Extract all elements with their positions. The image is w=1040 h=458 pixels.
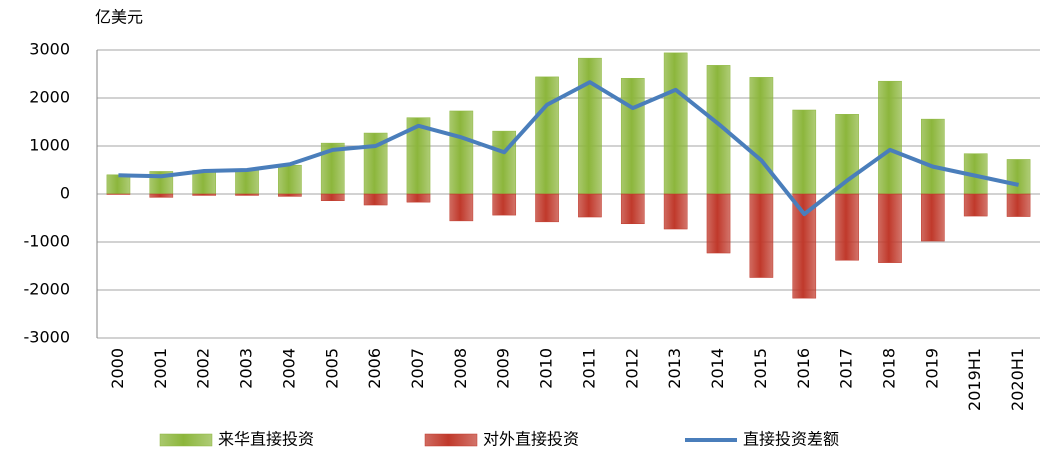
- bar: [1007, 159, 1030, 194]
- x-tick-label: 2007: [408, 348, 427, 389]
- y-tick-label: -2000: [24, 280, 71, 299]
- bar: [836, 194, 859, 260]
- bar: [621, 194, 644, 224]
- x-tick-label: 2013: [665, 348, 684, 389]
- legend-label: 对外直接投资: [483, 430, 579, 449]
- x-tick-label: 2016: [794, 348, 813, 389]
- y-tick-label: 2000: [29, 88, 70, 107]
- bar: [878, 81, 901, 194]
- bar: [707, 194, 730, 253]
- x-tick-label: 2012: [622, 348, 641, 389]
- bar: [664, 53, 687, 194]
- legend-swatch: [425, 434, 477, 446]
- bar: [578, 58, 601, 194]
- bar: [278, 194, 301, 196]
- x-tick-label: 2003: [237, 348, 256, 389]
- bar: [364, 194, 387, 205]
- legend-label: 来华直接投资: [218, 430, 314, 449]
- x-tick-label: 2000: [108, 348, 127, 389]
- bar: [964, 194, 987, 216]
- x-tick-label: 2006: [365, 348, 384, 389]
- x-tick-label: 2004: [279, 348, 298, 389]
- bar: [535, 77, 558, 194]
- x-tick-label: 2002: [194, 348, 213, 389]
- bar: [621, 78, 644, 194]
- x-tick-label: 2010: [537, 348, 556, 389]
- bar: [921, 194, 944, 241]
- unit-label: 亿美元: [95, 8, 143, 27]
- bar: [235, 194, 258, 195]
- bar: [278, 165, 301, 194]
- bar: [407, 194, 430, 202]
- bar: [750, 194, 773, 278]
- y-tick-label: -1000: [24, 232, 71, 251]
- y-tick-label: 1000: [29, 136, 70, 155]
- x-tick-label: 2014: [708, 348, 727, 389]
- x-tick-label: 2019: [922, 348, 941, 389]
- bar: [193, 170, 216, 194]
- bar: [450, 111, 473, 194]
- bar: [664, 194, 687, 229]
- bar: [578, 194, 601, 217]
- legend-swatch: [160, 434, 212, 446]
- x-tick-label: 2001: [151, 348, 170, 389]
- x-tick-label: 2011: [579, 348, 598, 389]
- bar: [878, 194, 901, 263]
- y-tick-label: -3000: [24, 328, 71, 347]
- x-tick-label: 2020H1: [1008, 348, 1027, 411]
- x-tick-label: 2008: [451, 348, 470, 389]
- bar: [1007, 194, 1030, 217]
- x-tick-label: 2017: [837, 348, 856, 389]
- x-tick-label: 2015: [751, 348, 770, 389]
- bar: [535, 194, 558, 222]
- bar: [235, 170, 258, 194]
- bar: [793, 110, 816, 194]
- y-tick-label: 0: [60, 184, 70, 203]
- bar: [450, 194, 473, 221]
- legend-label: 直接投资差额: [743, 430, 839, 449]
- x-tick-label: 2019H1: [965, 348, 984, 411]
- bar: [193, 194, 216, 195]
- bar: [150, 194, 173, 197]
- bar: [321, 194, 344, 201]
- bar: [750, 77, 773, 194]
- x-tick-label: 2009: [494, 348, 513, 389]
- bar: [921, 119, 944, 194]
- x-tick-label: 2005: [322, 348, 341, 389]
- bar: [493, 194, 516, 215]
- y-tick-label: 3000: [29, 40, 70, 59]
- x-tick-label: 2018: [879, 348, 898, 389]
- bar: [107, 175, 130, 194]
